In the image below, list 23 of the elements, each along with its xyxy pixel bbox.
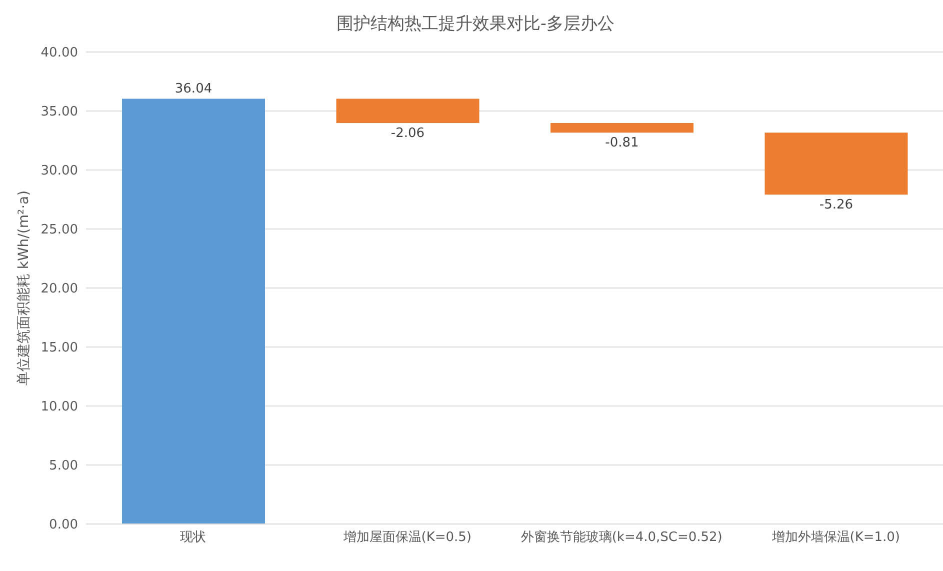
x-tick-label: 外窗换节能玻璃(k=4.0,SC=0.52)	[520, 529, 722, 546]
y-tick-label: 20.00	[40, 282, 78, 297]
chart-title: 围护结构热工提升效果对比-多层办公	[335, 13, 616, 36]
y-tick-label: 30.00	[40, 164, 78, 179]
y-tick-label: 25.00	[40, 222, 78, 238]
y-tick-label: 10.00	[40, 400, 78, 415]
data-label: -5.26	[819, 198, 854, 213]
data-label: -2.06	[390, 126, 425, 142]
y-tick-label: 15.00	[40, 340, 78, 356]
y-tick-label: 0.00	[49, 518, 78, 533]
bar	[122, 98, 265, 524]
y-tick-label: 5.00	[49, 458, 78, 474]
x-tick-label: 增加外墙保温(K=1.0)	[770, 530, 900, 546]
y-tick-label: 35.00	[40, 104, 78, 120]
data-label: 36.04	[174, 82, 212, 97]
y-axis-title: 单位建筑面积能耗 kWh/(m²·a)	[16, 190, 32, 386]
bar	[764, 132, 908, 195]
data-label: -0.81	[605, 136, 639, 151]
x-tick-label: 现状	[180, 530, 206, 546]
y-tick-label: 40.00	[40, 46, 78, 61]
x-tick-label: 增加屋面保温(K=0.5)	[342, 530, 472, 546]
bar	[336, 98, 480, 124]
bar	[550, 123, 694, 133]
